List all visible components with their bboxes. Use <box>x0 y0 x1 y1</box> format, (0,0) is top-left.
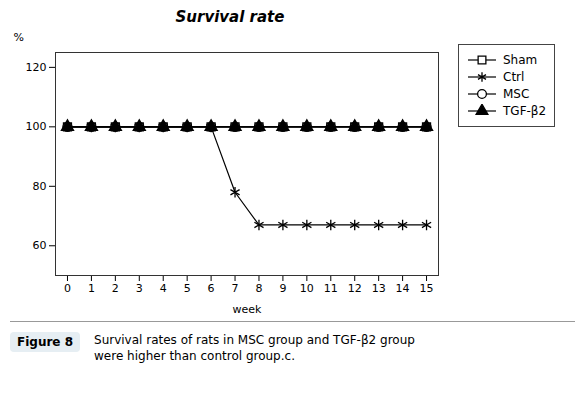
svg-text:5: 5 <box>184 282 191 295</box>
svg-text:%: % <box>14 31 24 44</box>
html-text:TGF-β2: TGF-β2 <box>503 104 547 118</box>
html-text:Survival rates of rats in MSC: Survival rates of rats in MSC group and … <box>94 333 415 364</box>
html-text:Sham: Sham <box>503 53 538 67</box>
svg-text:10: 10 <box>300 282 314 295</box>
html-text:Figure 8: Figure 8 <box>17 335 73 349</box>
html-text:Ctrl: Ctrl <box>503 70 525 84</box>
svg-text:week: week <box>233 303 263 316</box>
svg-text:60: 60 <box>33 239 47 252</box>
svg-text:1: 1 <box>88 282 95 295</box>
html-text:Survival rate: Survival rate <box>175 8 285 26</box>
svg-text:80: 80 <box>33 180 47 193</box>
svg-text:7: 7 <box>232 282 239 295</box>
svg-text:3: 3 <box>136 282 143 295</box>
svg-text:2: 2 <box>112 282 119 295</box>
svg-text:6: 6 <box>208 282 215 295</box>
svg-text:13: 13 <box>372 282 386 295</box>
svg-text:11: 11 <box>324 282 338 295</box>
svg-text:14: 14 <box>396 282 410 295</box>
svg-text:15: 15 <box>420 282 434 295</box>
svg-text:4: 4 <box>160 282 167 295</box>
svg-text:100: 100 <box>26 120 47 133</box>
svg-text:9: 9 <box>279 282 286 295</box>
svg-text:8: 8 <box>255 282 262 295</box>
svg-text:0: 0 <box>64 282 71 295</box>
svg-text:12: 12 <box>348 282 362 295</box>
svg-text:120: 120 <box>26 61 47 74</box>
html-text:MSC: MSC <box>503 87 530 101</box>
